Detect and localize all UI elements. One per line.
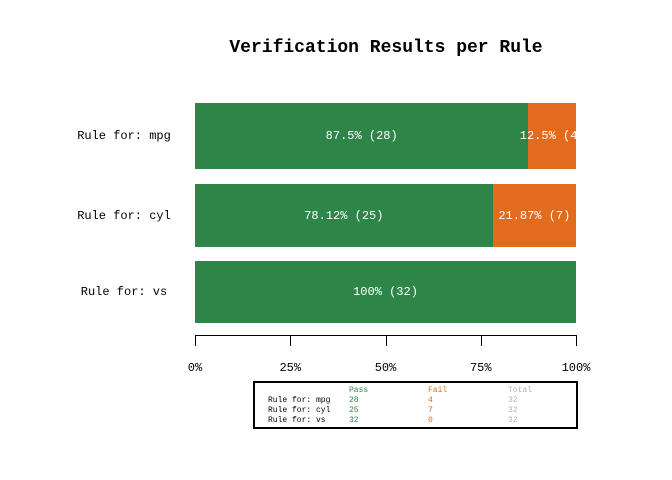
bar-mpg-pass-segment: 87.5% (28) [195,103,529,169]
bar-vs-pass-segment: 100% (32) [195,261,576,323]
bar-cyl-pass-segment: 78.12% (25) [195,184,493,247]
summary-table-row-vs: Rule for: vs 32 0 32 [255,416,576,426]
bar-mpg-fail-label: 12.5% (4) [519,129,576,143]
bar-cyl-fail-label: 21.87% (7) [498,208,571,223]
pass-count: 25 [349,406,359,415]
bar-cyl-fail-segment: 21.87% (7) [492,184,576,247]
x-axis-tick-75 [480,335,482,346]
pass-count: 32 [349,416,359,425]
summary-table-header-row: Pass Fail Total [255,386,576,396]
bar-vs: 100% (32) [195,261,576,323]
fail-count: 7 [428,406,433,415]
bar-cyl: 78.12% (25) 21.87% (7) [195,184,576,247]
x-axis-label-50: 50% [374,361,397,375]
x-axis-tick-50 [385,335,387,346]
summary-table-row-mpg: Rule for: mpg 28 4 32 [255,396,576,406]
summary-table: Pass Fail Total Rule for: mpg 28 4 32 Ru… [253,381,578,429]
category-label-mpg: Rule for: mpg [77,129,171,143]
total-count: 32 [508,406,518,415]
x-axis-label-0: 0% [187,361,203,375]
category-label-vs: Rule for: vs [80,285,168,299]
bar-cyl-pass-label: 78.12% (25) [304,208,384,223]
bar-mpg-pass-label: 87.5% (28) [325,129,398,143]
chart-title: Verification Results per Rule [229,38,543,58]
pass-count: 28 [349,396,359,405]
bar-vs-pass-label: 100% (32) [353,285,418,299]
header-pass: Pass [349,386,369,395]
row-label: Rule for: cyl [268,406,331,415]
summary-table-row-cyl: Rule for: cyl 25 7 32 [255,406,576,416]
x-axis-label-25: 25% [279,361,302,375]
x-axis-label-75: 75% [469,361,492,375]
header-total: Total [508,386,533,395]
x-axis-tick-100 [576,335,577,346]
row-label: Rule for: mpg [268,396,331,405]
x-axis-tick-0 [195,335,196,346]
bar-mpg-fail-segment: 12.5% (4) [520,103,576,169]
header-fail: Fail [428,386,448,395]
total-count: 32 [508,416,518,425]
total-count: 32 [508,396,518,405]
bar-mpg: 87.5% (28) 12.5% (4) [195,103,576,169]
fail-count: 0 [428,416,433,425]
x-axis-tick-25 [290,335,292,346]
row-label: Rule for: vs [268,416,326,425]
category-label-cyl: Rule for: cyl [77,208,171,223]
fail-count: 4 [428,396,433,405]
x-axis-label-100: 100% [561,361,591,375]
